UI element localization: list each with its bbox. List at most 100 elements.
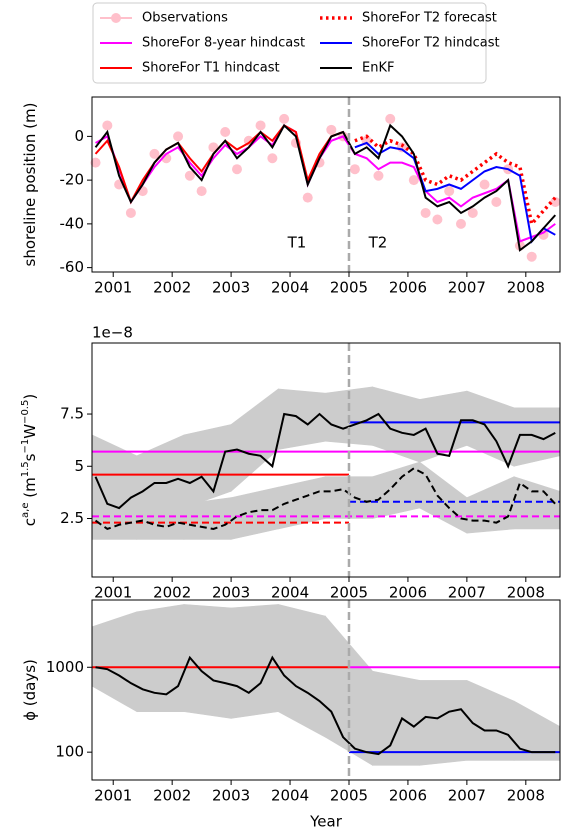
axes-frame bbox=[91, 96, 561, 273]
label-text: s bbox=[21, 453, 39, 461]
legend-swatch bbox=[111, 13, 121, 23]
legend-label: EnKF bbox=[362, 61, 394, 76]
x-tick-label: 2008 bbox=[507, 584, 545, 602]
axes-frame bbox=[91, 342, 561, 578]
observation-point bbox=[479, 179, 490, 190]
x-tick-label: 2003 bbox=[212, 584, 250, 602]
legend-label: Observations bbox=[142, 11, 228, 26]
observation-point bbox=[173, 131, 184, 142]
observation-point bbox=[491, 197, 502, 207]
observation-point bbox=[420, 207, 431, 218]
observation-point bbox=[444, 186, 455, 197]
observation-point bbox=[349, 164, 360, 175]
legend-label: ShoreFor 8-year hindcast bbox=[142, 36, 305, 51]
observation-point bbox=[102, 120, 113, 131]
y-axis-label: shoreline position (m) bbox=[21, 103, 39, 267]
x-tick-label: 2005 bbox=[330, 787, 368, 805]
observation-point bbox=[455, 218, 466, 229]
x-tick-label: 2007 bbox=[448, 584, 486, 602]
observation-point bbox=[220, 127, 231, 137]
observation-point bbox=[184, 170, 195, 181]
x-tick-label: 2004 bbox=[271, 279, 309, 297]
x-tick-label: 2003 bbox=[212, 279, 250, 297]
label-superscript: a,e bbox=[20, 503, 31, 518]
x-tick-label: 2001 bbox=[94, 787, 132, 805]
plot-2 bbox=[91, 604, 561, 766]
label-text: (m bbox=[21, 477, 39, 502]
x-tick-label: 2006 bbox=[389, 584, 427, 602]
observation-point bbox=[326, 124, 337, 135]
legend: Observations ShoreFor 8-year hindcast Shor… bbox=[100, 11, 500, 76]
y-axis-label: ca,e (m1.5s−1W−0.5) bbox=[20, 394, 39, 526]
x-tick-label: 2005 bbox=[330, 279, 368, 297]
y-axis-label: ϕ (days) bbox=[21, 659, 39, 721]
label-superscript: 1.5 bbox=[20, 461, 31, 477]
uncertainty-band bbox=[419, 461, 468, 534]
uncertainty-band bbox=[466, 390, 515, 467]
y-tick-label: 0 bbox=[74, 127, 84, 145]
x-tick-label: 2003 bbox=[212, 787, 250, 805]
y-tick-label: 1000 bbox=[46, 658, 84, 676]
y-tick-label: 2.5 bbox=[60, 509, 84, 527]
label-text: ) bbox=[21, 394, 39, 400]
uncertainty-band bbox=[466, 679, 515, 761]
label-superscript: −0.5 bbox=[20, 400, 31, 424]
series-line bbox=[94, 412, 556, 510]
observation-point bbox=[231, 164, 242, 175]
observation-point bbox=[385, 113, 396, 124]
y-tick-label: 100 bbox=[55, 743, 84, 761]
observation-point bbox=[550, 197, 561, 207]
x-tick-label: 2004 bbox=[271, 584, 309, 602]
plot-0 bbox=[90, 113, 561, 262]
uncertainty-band bbox=[136, 604, 185, 712]
observation-point bbox=[526, 251, 537, 262]
x-tick-label: 2001 bbox=[94, 279, 132, 297]
uncertainty-band bbox=[230, 486, 279, 540]
x-axis-label: Year bbox=[309, 813, 343, 831]
y-tick-label: 7.5 bbox=[60, 405, 84, 423]
series-line bbox=[95, 124, 556, 243]
observation-point bbox=[90, 157, 101, 168]
uncertainty-band bbox=[183, 604, 232, 719]
y-tick-label: -40 bbox=[60, 214, 85, 232]
observation-point bbox=[255, 120, 266, 131]
series-line bbox=[95, 655, 556, 756]
x-tick-label: 2001 bbox=[94, 584, 132, 602]
observation-point bbox=[279, 113, 290, 124]
uncertainty-band bbox=[91, 611, 138, 713]
period-annotation: T2 bbox=[368, 234, 388, 252]
series-line bbox=[94, 123, 557, 252]
y-tick-label: -20 bbox=[60, 171, 85, 189]
legend-label: ShoreFor T1 hindcast bbox=[142, 61, 280, 76]
observation-point bbox=[125, 207, 136, 218]
observation-point bbox=[302, 192, 313, 203]
uncertainty-band bbox=[230, 388, 279, 493]
uncertainty-band bbox=[466, 476, 515, 534]
period-annotation: T1 bbox=[287, 234, 307, 252]
series-line bbox=[354, 141, 556, 244]
x-tick-label: 2006 bbox=[389, 279, 427, 297]
legend-box bbox=[92, 2, 487, 84]
uncertainty-band bbox=[136, 503, 185, 540]
observation-point bbox=[267, 153, 278, 164]
label-text: W bbox=[21, 424, 39, 439]
observation-point bbox=[467, 207, 478, 218]
x-tick-label: 2008 bbox=[507, 279, 545, 297]
label-text: ϕ (days) bbox=[21, 659, 39, 721]
uncertainty-band bbox=[183, 424, 232, 509]
label-text: shoreline position (m) bbox=[21, 103, 39, 267]
axes-frame bbox=[91, 599, 561, 781]
axis-offset: 1e−8 bbox=[92, 324, 133, 342]
y-tick-label: -60 bbox=[60, 258, 85, 276]
series-line bbox=[94, 124, 344, 205]
y-tick-label: 5 bbox=[74, 457, 84, 475]
uncertainty-band bbox=[91, 497, 138, 540]
observation-point bbox=[432, 214, 443, 225]
plot-1 bbox=[91, 386, 561, 540]
x-tick-label: 2007 bbox=[448, 787, 486, 805]
legend-label: ShoreFor T2 forecast bbox=[362, 11, 497, 26]
x-tick-label: 2007 bbox=[448, 279, 486, 297]
x-tick-label: 2002 bbox=[153, 279, 191, 297]
